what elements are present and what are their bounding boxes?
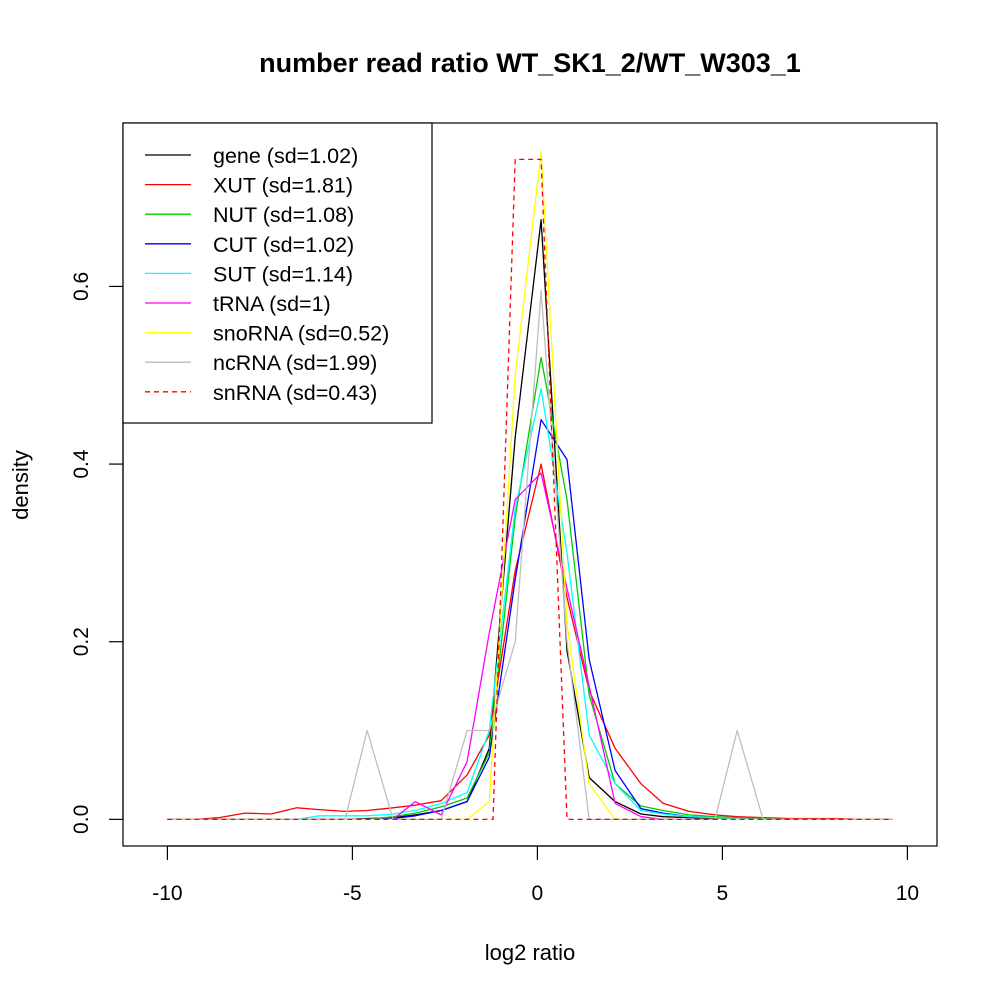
legend-label: snRNA (sd=0.43)	[213, 381, 377, 405]
legend-label: CUT (sd=1.02)	[213, 233, 354, 257]
y-tick-label: 0.6	[70, 272, 93, 301]
legend: gene (sd=1.02) XUT (sd=1.81) NUT (sd=1.08)…	[122, 122, 433, 424]
legend-label: ncRNA (sd=1.99)	[213, 351, 377, 375]
series-lines	[167, 150, 893, 821]
y-tick-label: 0.4	[70, 449, 93, 479]
y-tick-label: 0.2	[70, 627, 93, 656]
series-line-8	[167, 158, 893, 821]
x-axis: -10 -5 0 5 10	[152, 845, 919, 905]
y-axis-label: density	[8, 450, 33, 520]
y-tick-label: 0.0	[70, 805, 93, 834]
series-line-3	[167, 419, 893, 821]
x-tick-label: 10	[896, 882, 919, 905]
legend-label: NUT (sd=1.08)	[213, 203, 354, 227]
x-tick-label: 0	[532, 882, 544, 905]
legend-label: snoRNA (sd=0.52)	[213, 322, 389, 346]
series-line-1	[167, 463, 893, 821]
x-tick-label: -10	[152, 882, 182, 905]
legend-label: SUT (sd=1.14)	[213, 262, 353, 286]
series-line-5	[167, 472, 893, 821]
x-tick-label: 5	[717, 882, 729, 905]
chart-title: number read ratio WT_SK1_2/WT_W303_1	[259, 48, 801, 78]
legend-label: gene (sd=1.02)	[213, 144, 358, 168]
legend-label: tRNA (sd=1)	[213, 292, 331, 316]
legend-label: XUT (sd=1.81)	[213, 174, 353, 198]
x-axis-label: log2 ratio	[485, 940, 576, 965]
y-axis: 0.0 0.2 0.4 0.6	[70, 272, 124, 834]
x-tick-label: -5	[343, 882, 362, 905]
series-line-2	[167, 356, 893, 821]
series-line-4	[167, 387, 893, 821]
